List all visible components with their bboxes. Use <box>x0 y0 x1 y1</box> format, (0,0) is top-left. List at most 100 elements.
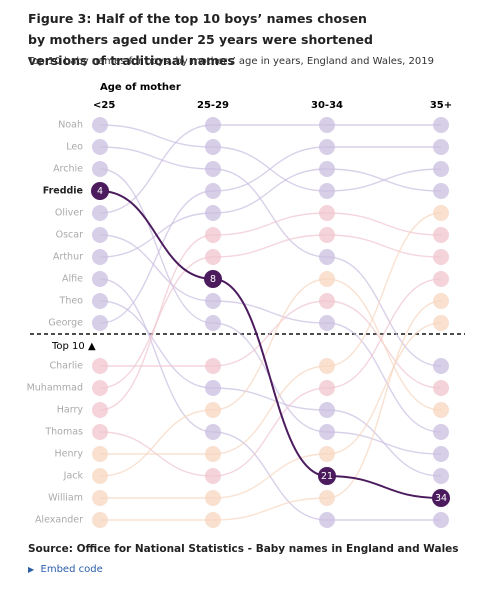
name-label: Thomas <box>44 427 83 438</box>
rank-dot <box>433 271 449 287</box>
rank-dot <box>319 424 335 440</box>
rank-dot <box>433 205 449 221</box>
rank-dot <box>205 293 221 309</box>
rank-dot <box>433 183 449 199</box>
rank-dot <box>433 227 449 243</box>
name-label: Leo <box>66 142 83 153</box>
rank-dot <box>92 161 108 177</box>
bump-line <box>99 212 442 411</box>
rank-dot <box>319 271 335 287</box>
embed-text[interactable]: Embed code <box>40 564 103 575</box>
rank-dot <box>205 424 221 440</box>
bump-line <box>99 190 442 499</box>
name-label: Archie <box>53 164 83 175</box>
rank-dot <box>205 117 221 133</box>
bump-line <box>99 278 442 477</box>
rank-dot <box>92 446 108 462</box>
rank-dot <box>92 227 108 243</box>
rank-dot <box>205 227 221 243</box>
bump-line <box>100 300 442 389</box>
embed-link[interactable]: ▶ Embed code <box>28 564 103 575</box>
bump-line <box>99 234 442 389</box>
rank-dot <box>92 512 108 528</box>
rank-label: 34 <box>435 493 447 504</box>
bump-line <box>99 124 442 192</box>
rank-dot <box>205 380 221 396</box>
name-label: Muhammad <box>27 383 83 394</box>
rank-dot <box>319 205 335 221</box>
rank-dot <box>205 512 221 528</box>
rank-dot <box>319 358 335 374</box>
rank-dot <box>319 402 335 418</box>
rank-dot <box>205 205 221 221</box>
rank-dot <box>319 117 335 133</box>
rank-dot <box>92 205 108 221</box>
rank-dot <box>92 293 108 309</box>
rank-dot <box>205 249 221 265</box>
column-label: 25-29 <box>197 100 229 111</box>
rank-dot <box>205 161 221 177</box>
rank-dot <box>433 402 449 418</box>
bump-line <box>99 124 441 214</box>
rank-dot <box>433 380 449 396</box>
rank-dot <box>92 117 108 133</box>
bump-line <box>99 168 442 258</box>
bump-line <box>99 168 442 455</box>
rank-dot <box>319 249 335 265</box>
name-label: Charlie <box>49 361 83 372</box>
rank-dot <box>92 315 108 331</box>
bump-line <box>99 212 442 455</box>
rank-dot <box>205 358 221 374</box>
rank-dot <box>92 424 108 440</box>
rank-dot <box>205 402 221 418</box>
name-label: Harry <box>57 405 84 416</box>
rank-label: 4 <box>97 186 103 197</box>
name-label: Alexander <box>35 515 83 526</box>
rank-dot <box>92 380 108 396</box>
rank-dot <box>92 402 108 418</box>
dots: 4 8 21 34 <box>91 117 450 528</box>
rank-dot <box>433 117 449 133</box>
name-label: Jack <box>63 471 84 482</box>
rank-dot <box>433 161 449 177</box>
rank-dot <box>92 468 108 484</box>
rank-dot <box>318 467 336 485</box>
rank-dot <box>92 249 108 265</box>
rank-dot <box>319 315 335 331</box>
name-label: Oscar <box>56 230 83 241</box>
name-label: William <box>48 493 83 504</box>
rank-dot <box>433 358 449 374</box>
name-label: Arthur <box>53 252 83 263</box>
rank-dot <box>319 380 335 396</box>
rank-dot <box>92 271 108 287</box>
bump-line <box>99 146 441 324</box>
rank-dot <box>432 489 450 507</box>
rank-dot <box>433 315 449 331</box>
rank-dot <box>319 512 335 528</box>
rank-dot <box>92 139 108 155</box>
rank-dot <box>433 249 449 265</box>
chart-subtitle: Top 10 baby names for boys, by mothers’ … <box>28 56 434 67</box>
rank-dot <box>319 183 335 199</box>
rank-dot <box>205 183 221 199</box>
rank-dot <box>319 227 335 243</box>
rank-dot <box>319 161 335 177</box>
chart-title: Figure 3: Half of the top 10 boys’ names… <box>28 11 373 68</box>
bump-line <box>99 278 442 477</box>
source: Source: Office for National Statistics -… <box>28 543 459 555</box>
rank-dot <box>433 446 449 462</box>
rank-dot <box>319 446 335 462</box>
name-label: Theo <box>59 296 84 307</box>
name-label: Oliver <box>55 208 83 219</box>
name-label: George <box>48 318 83 329</box>
rank-dot <box>91 182 109 200</box>
rank-dot <box>205 139 221 155</box>
rank-dot <box>205 468 221 484</box>
rank-dot <box>433 139 449 155</box>
rank-dot <box>205 446 221 462</box>
bump-line <box>100 322 442 499</box>
column-label: <25 <box>93 100 115 111</box>
bump-line <box>100 300 442 521</box>
